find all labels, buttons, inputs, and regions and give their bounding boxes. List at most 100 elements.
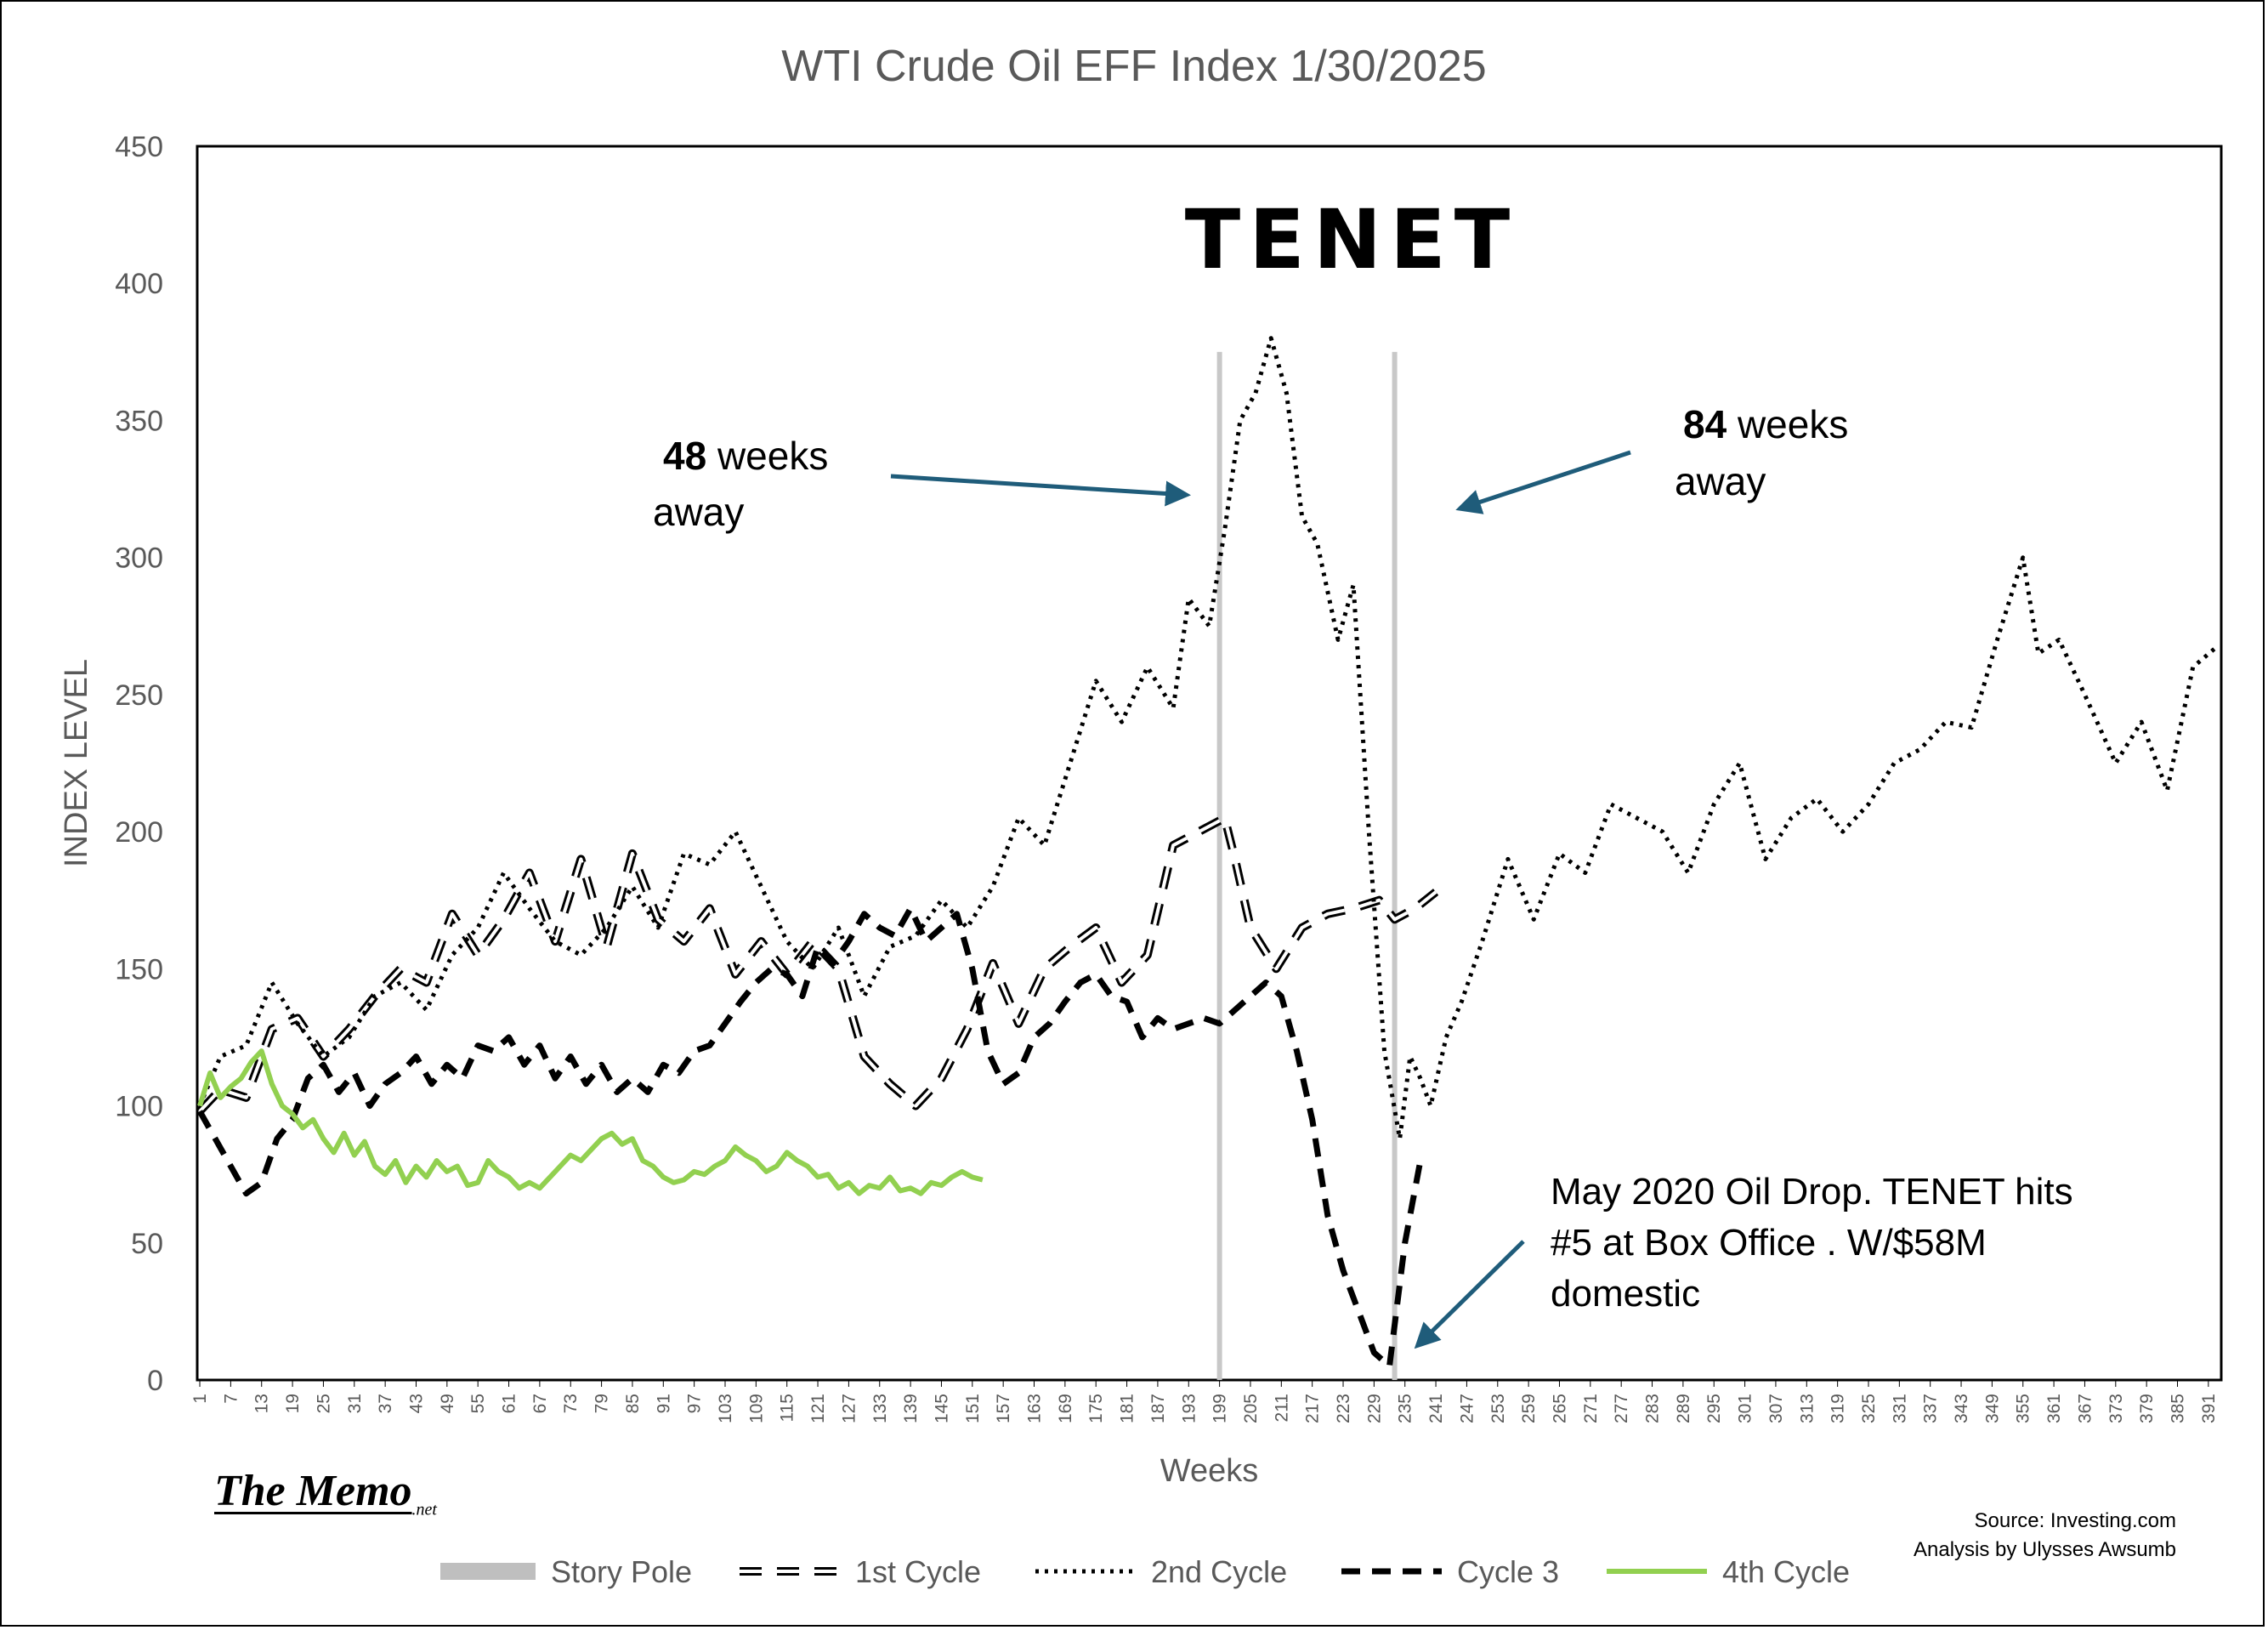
x-tick-label: 139	[901, 1394, 921, 1423]
y-tick-label: 400	[115, 268, 163, 300]
y-tick-label: 300	[115, 542, 163, 575]
x-tick-label: 43	[406, 1394, 426, 1413]
the-memo-logo: The Memo.net	[214, 1467, 437, 1519]
x-tick-label: 109	[746, 1394, 766, 1423]
annotation-48-weeks-line2: away	[653, 490, 744, 534]
x-tick-label: 169	[1056, 1394, 1075, 1423]
x-tick-label: 79	[593, 1394, 612, 1413]
series-line-4th-cycle	[197, 1048, 984, 1196]
legend-label-1st-cycle: 1st Cycle	[855, 1554, 981, 1589]
series-line-cycle-3	[196, 905, 1424, 1370]
arrow-may-2020	[1414, 1240, 1525, 1349]
y-tick-label: 200	[115, 816, 163, 849]
x-tick-label: 61	[500, 1394, 519, 1413]
x-tick-label: 151	[963, 1394, 983, 1423]
x-tick-label: 211	[1272, 1394, 1291, 1422]
x-tick-label: 271	[1581, 1394, 1601, 1423]
legend-label-cycle-3: Cycle 3	[1457, 1554, 1559, 1589]
x-tick-label: 187	[1148, 1394, 1168, 1423]
x-tick-label: 181	[1118, 1394, 1137, 1423]
x-tick-label: 91	[654, 1394, 673, 1413]
x-tick-label: 175	[1086, 1394, 1106, 1423]
x-tick-label: 241	[1426, 1394, 1446, 1423]
y-tick-label: 100	[115, 1091, 163, 1123]
x-tick-label: 325	[1859, 1394, 1879, 1423]
y-tick-label: 150	[115, 953, 163, 985]
x-tick-label: 331	[1890, 1394, 1909, 1423]
x-tick-label: 277	[1612, 1394, 1631, 1423]
x-tick-label: 157	[994, 1394, 1013, 1423]
x-tick-label: 205	[1241, 1394, 1261, 1423]
x-tick-label: 301	[1736, 1394, 1755, 1423]
legend-label-2nd-cycle: 2nd Cycle	[1151, 1554, 1287, 1589]
y-tick-label: 50	[131, 1228, 163, 1260]
x-tick-label: 373	[2106, 1394, 2126, 1423]
x-tick-label: 367	[2075, 1394, 2095, 1423]
plot-area	[196, 145, 2223, 1382]
legend-label-story-pole: Story Pole	[551, 1554, 692, 1589]
x-tick-label: 337	[1921, 1394, 1941, 1423]
y-axis-label: INDEX LEVEL	[59, 659, 94, 867]
y-tick-label: 450	[115, 131, 163, 163]
x-tick-label: 283	[1643, 1394, 1663, 1423]
x-tick-label: 1	[190, 1394, 210, 1404]
y-tick-label: 250	[115, 679, 163, 712]
x-tick-label: 25	[314, 1394, 333, 1413]
x-tick-label: 19	[283, 1394, 303, 1413]
legend-label-4th-cycle: 4th Cycle	[1722, 1554, 1850, 1589]
x-tick-label: 55	[468, 1394, 488, 1413]
x-tick-label: 115	[778, 1394, 797, 1422]
x-tick-label: 361	[2044, 1394, 2064, 1423]
x-tick-label: 145	[932, 1394, 951, 1423]
x-tick-label: 217	[1303, 1394, 1323, 1423]
annotation-may-2020-line: May 2020 Oil Drop. TENET hits	[1551, 1171, 2073, 1213]
y-tick-label: 350	[115, 405, 163, 437]
x-tick-label: 265	[1550, 1394, 1569, 1423]
x-tick-label: 289	[1674, 1394, 1693, 1423]
x-tick-label: 127	[839, 1394, 859, 1423]
x-tick-label: 199	[1211, 1394, 1230, 1423]
series-line-2nd-cycle	[197, 336, 2220, 1141]
annotation-84-weeks: 84 weeks	[1683, 402, 1848, 446]
x-tick-label: 133	[870, 1394, 890, 1423]
y-tick-label: 0	[147, 1365, 163, 1397]
x-tick-label: 103	[716, 1394, 735, 1423]
x-tick-label: 385	[2169, 1394, 2188, 1423]
x-tick-label: 391	[2199, 1394, 2219, 1423]
tenet-logo: TENET	[1185, 192, 1518, 287]
x-tick-label: 31	[345, 1394, 365, 1413]
x-tick-label: 295	[1704, 1394, 1724, 1423]
x-tick-label: 379	[2137, 1394, 2157, 1423]
annotation-84-weeks-line2: away	[1675, 459, 1766, 503]
x-tick-label: 37	[376, 1394, 395, 1413]
arrow-84-weeks	[1455, 450, 1631, 514]
source-line: Source: Investing.com	[1974, 1509, 2176, 1532]
x-tick-label: 163	[1025, 1394, 1045, 1423]
series-line-1st-cycle	[196, 814, 1439, 1115]
x-tick-label: 247	[1457, 1394, 1477, 1423]
x-tick-label: 73	[561, 1394, 581, 1413]
annotation-may-2020-line: #5 at Box Office . W/$58M	[1551, 1222, 1987, 1264]
x-tick-label: 343	[1952, 1394, 1971, 1423]
x-tick-label: 235	[1396, 1394, 1415, 1423]
x-tick-label: 85	[623, 1394, 643, 1413]
x-tick-label: 349	[1982, 1394, 2002, 1423]
x-tick-label: 223	[1334, 1394, 1353, 1423]
tenet-logo-text: TENET	[1185, 192, 1518, 287]
annotation-may-2020-line: domestic	[1551, 1273, 1700, 1315]
x-axis-label: Weeks	[1160, 1453, 1258, 1489]
series-line-1st-cycle	[198, 816, 1437, 1113]
x-tick-label: 319	[1829, 1394, 1848, 1423]
annotation-48-weeks: 48 weeks	[663, 434, 828, 478]
x-tick-label: 13	[252, 1394, 272, 1413]
x-tick-label: 193	[1179, 1394, 1199, 1423]
x-tick-label: 49	[438, 1394, 457, 1413]
x-tick-label: 355	[2014, 1394, 2033, 1423]
analysis-line: Analysis by Ulysses Awsumb	[1914, 1538, 2176, 1561]
source-note: Source: Investing.com Analysis by Ulysse…	[1914, 1507, 2176, 1565]
x-tick-label: 307	[1766, 1394, 1786, 1423]
x-tick-label: 7	[221, 1394, 241, 1404]
legend-swatch-story-pole	[440, 1563, 536, 1580]
